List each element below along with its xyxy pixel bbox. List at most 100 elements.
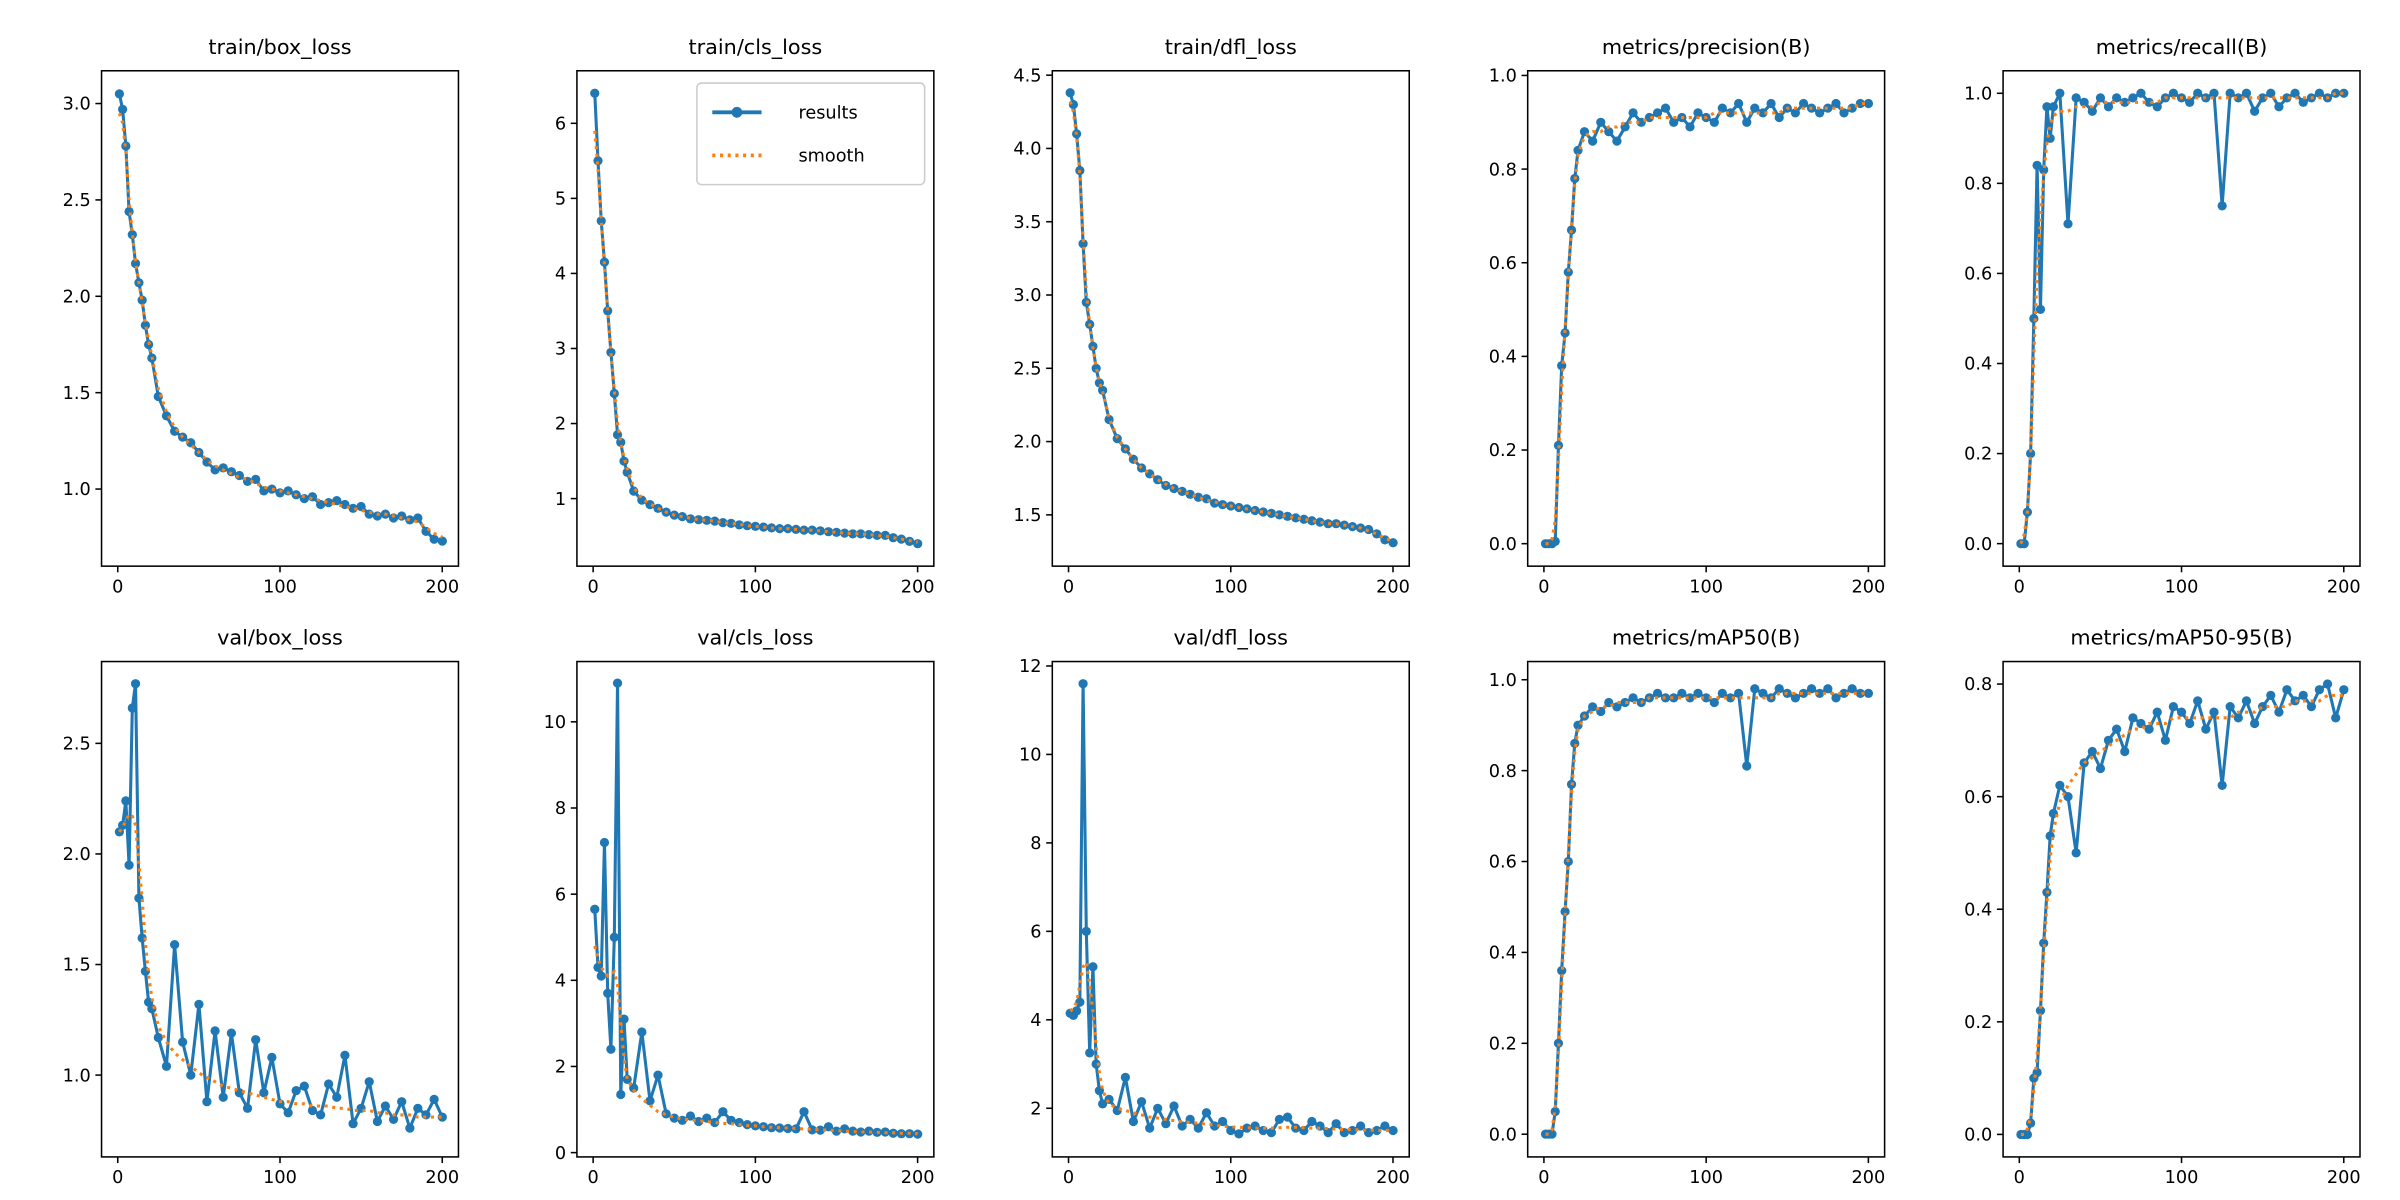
- results-point: [127, 230, 137, 240]
- results-point: [1078, 239, 1088, 249]
- results-point: [251, 1035, 261, 1045]
- results-point: [2136, 88, 2146, 98]
- results-point: [283, 1108, 293, 1118]
- results-point: [750, 521, 760, 531]
- results-point: [405, 1123, 415, 1133]
- results-point: [2241, 696, 2252, 706]
- results-point: [2233, 93, 2243, 103]
- results-point: [1078, 679, 1088, 689]
- results-point: [856, 529, 866, 539]
- results-point: [2112, 93, 2122, 103]
- results-line: [2020, 682, 2346, 1137]
- results-point: [397, 1097, 407, 1107]
- results-point: [1839, 108, 1849, 118]
- results-point: [1652, 108, 1663, 118]
- results-point: [372, 1116, 382, 1127]
- results-point: [2298, 97, 2308, 107]
- results-point: [2168, 702, 2178, 712]
- subplot-title: metrics/mAP50-95(B): [2070, 626, 2292, 650]
- results-point: [603, 306, 613, 316]
- subplot-title: metrics/precision(B): [1602, 35, 1811, 59]
- results-point: [831, 1126, 842, 1136]
- smooth-line: [2020, 693, 2344, 1137]
- x-tick-label: 0: [2014, 577, 2025, 597]
- subplot-title: train/dfl_loss: [1165, 35, 1297, 60]
- results-point: [726, 518, 736, 528]
- y-tick-label: 12: [1019, 657, 1042, 677]
- results-point: [807, 1125, 817, 1135]
- results-point: [1693, 108, 1703, 118]
- results-point: [2290, 88, 2300, 98]
- results-point: [1839, 688, 1849, 698]
- legend: results smooth: [696, 82, 926, 186]
- results-point: [307, 1105, 318, 1116]
- results-point: [1734, 98, 1744, 109]
- y-tick-label: 4: [555, 971, 566, 991]
- results-point: [1758, 108, 1768, 118]
- results-point: [2128, 713, 2138, 723]
- x-tick-label: 0: [588, 577, 599, 597]
- subplot: train/cls_loss 0 100 200 1 2 3 4 5 6 results smooth: [555, 35, 935, 597]
- results-point: [1072, 1006, 1082, 1016]
- legend-smooth-label: smooth: [798, 147, 864, 167]
- y-tick-label: 0.6: [1964, 788, 1992, 808]
- results-point: [1831, 98, 1841, 109]
- results-point: [596, 216, 606, 226]
- x-tick-label: 200: [1852, 1168, 1886, 1188]
- results-point: [2314, 685, 2324, 695]
- results-point: [2055, 88, 2065, 98]
- x-tick-label: 100: [739, 1168, 773, 1188]
- results-point: [2103, 735, 2114, 745]
- results-point: [1120, 1072, 1130, 1082]
- y-tick-label: 1.5: [63, 384, 91, 404]
- smooth-line: [1545, 102, 1869, 546]
- results-point: [1307, 1116, 1317, 1127]
- results-point: [2063, 219, 2073, 229]
- results-point: [1669, 117, 1679, 127]
- results-point: [1081, 926, 1091, 937]
- results-point: [2079, 97, 2089, 107]
- axes-frame: [1526, 660, 1886, 1158]
- results-point: [2144, 724, 2154, 734]
- subplot: metrics/mAP50-95(B) 0 100 200 0.0 0.2 0.4 0.6 0.…: [1964, 626, 2361, 1188]
- results-point: [2160, 735, 2170, 745]
- results-point: [348, 1119, 358, 1129]
- y-tick-label: 1.0: [63, 480, 91, 500]
- results-point: [1145, 1123, 1155, 1133]
- results-point: [1604, 127, 1614, 137]
- results-point: [437, 536, 447, 546]
- results-point: [1258, 507, 1268, 517]
- y-tick-label: 4.0: [1013, 140, 1041, 160]
- results-point: [2035, 304, 2046, 314]
- results-point: [130, 258, 141, 269]
- y-tick-label: 4: [555, 265, 566, 285]
- smooth-line: [1545, 691, 1869, 1136]
- x-tick-label: 0: [1538, 1168, 1549, 1188]
- results-point: [1136, 1097, 1147, 1107]
- results-line: [1068, 92, 1394, 545]
- results-point: [1315, 1121, 1325, 1131]
- results-point: [429, 534, 439, 544]
- results-point: [242, 1103, 253, 1113]
- x-tick-label: 100: [1689, 577, 1723, 597]
- results-point: [218, 463, 228, 473]
- results-point: [1815, 688, 1825, 698]
- results-point: [1774, 684, 1784, 694]
- results-point: [783, 1123, 793, 1134]
- results-point: [2217, 780, 2227, 790]
- results-point: [799, 1107, 809, 1117]
- results-point: [117, 820, 128, 830]
- smooth-line: [593, 945, 918, 1136]
- results-point: [2071, 93, 2081, 103]
- y-tick-label: 4.5: [1013, 66, 1041, 86]
- results-point: [1660, 103, 1671, 113]
- y-tick-label: 0.4: [1964, 900, 1992, 920]
- results-point: [124, 860, 134, 870]
- results-point: [1380, 1121, 1390, 1131]
- results-point: [1299, 514, 1309, 524]
- results-point: [121, 796, 131, 806]
- results-point: [194, 999, 204, 1009]
- results-point: [267, 1052, 277, 1062]
- y-tick-label: 3.5: [1013, 213, 1041, 233]
- y-tick-label: 0.2: [1489, 441, 1517, 461]
